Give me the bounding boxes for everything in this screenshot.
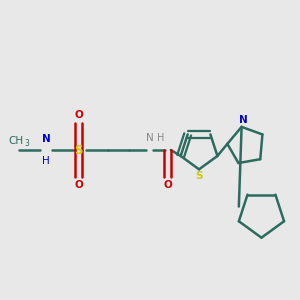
Text: H: H xyxy=(42,156,50,166)
Text: O: O xyxy=(164,180,172,190)
Text: S: S xyxy=(195,171,203,181)
Text: 3: 3 xyxy=(24,139,29,148)
Text: S: S xyxy=(74,143,83,157)
Text: CH: CH xyxy=(9,136,24,146)
Text: N: N xyxy=(239,116,248,125)
Text: H: H xyxy=(158,133,165,142)
Text: O: O xyxy=(74,180,83,190)
Text: N: N xyxy=(42,134,50,144)
Text: O: O xyxy=(74,110,83,120)
Text: N: N xyxy=(146,133,154,142)
